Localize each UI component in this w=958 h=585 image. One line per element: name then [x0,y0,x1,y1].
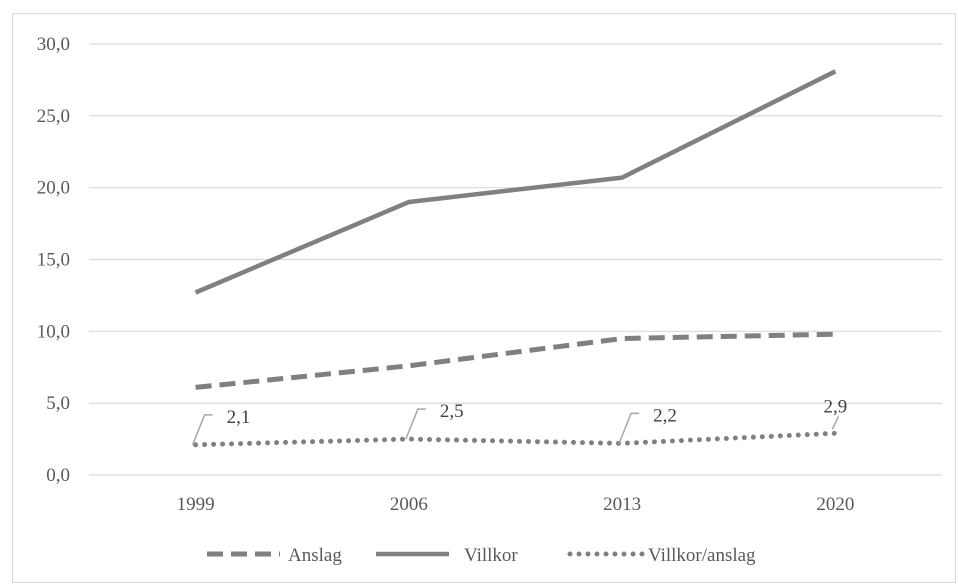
data-labels: 2,1 2,5 2,2 2,9 [191,396,848,446]
y-tick-label: 10,0 [37,321,70,342]
chart-frame [12,13,956,583]
series-line-villkor [194,69,837,295]
series-line-villkor-anslag [193,430,838,448]
data-label-leader [405,408,426,440]
data-label: 2,2 [653,405,677,426]
y-tick-label: 30,0 [37,34,70,55]
data-label-leader [618,412,640,444]
legend-label: Villkor/anslag [648,545,756,566]
y-tick-label: 5,0 [46,393,70,414]
data-label: 2,9 [824,396,848,417]
y-tick-label: 15,0 [37,250,70,271]
y-tick-label: 25,0 [37,106,70,127]
series-line-anslag [195,331,836,390]
x-tick-label: 2013 [603,494,641,515]
data-label-leader [831,416,840,430]
data-label: 2,5 [440,401,464,422]
y-tick-label: 0,0 [46,465,70,486]
x-tick-label: 2020 [816,494,854,515]
y-tick-label: 20,0 [37,178,70,199]
data-label: 2,1 [227,407,251,428]
data-label-leader [191,414,213,446]
x-axis-ticks: 1999 2006 2013 2020 [177,494,855,515]
series-lines [193,69,838,448]
legend-label: Anslag [288,545,342,566]
x-tick-label: 2006 [390,494,428,515]
x-tick-label: 1999 [177,494,215,515]
y-axis-ticks: 0,0 5,0 10,0 15,0 20,0 25,0 30,0 [37,34,70,486]
legend: Anslag Villkor Villkor/anslag [207,545,756,566]
gridlines [89,43,942,476]
legend-label: Villkor [464,545,518,566]
